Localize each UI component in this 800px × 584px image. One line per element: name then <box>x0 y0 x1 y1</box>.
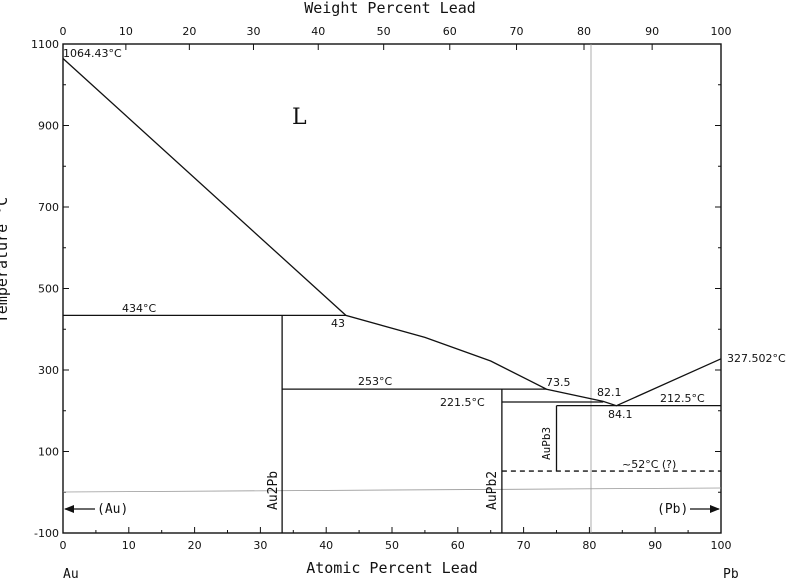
au-melting-point: 1064.43°C <box>63 47 122 60</box>
bottom-axis-title: Atomic Percent Lead <box>306 559 478 577</box>
comp-82: 82.1 <box>597 386 622 399</box>
wt-tick-label: 40 <box>311 25 325 38</box>
temp-221: 221.5°C <box>440 396 485 409</box>
x-tick-label: 80 <box>582 539 596 552</box>
x-tick-label: 60 <box>451 539 465 552</box>
y-tick-label: 300 <box>38 364 59 377</box>
x-tick-label: 0 <box>60 539 67 552</box>
wt-tick-label: 100 <box>711 25 732 38</box>
tick-marks <box>62 43 722 534</box>
wt-tick-label: 60 <box>443 25 457 38</box>
x-tick-label: 40 <box>319 539 333 552</box>
aupb3-label: AuPb3 <box>540 427 553 460</box>
wt-tick-label: 30 <box>246 25 260 38</box>
au2pb-label: Au2Pb <box>266 471 281 510</box>
wt-tick-label: 0 <box>60 25 67 38</box>
top-axis-title: Weight Percent Lead <box>304 0 476 17</box>
x-tick-label: 10 <box>122 539 136 552</box>
pb-solid-label: (Pb) <box>657 502 688 517</box>
wt-tick-label: 90 <box>645 25 659 38</box>
aupb2-label: AuPb2 <box>485 471 500 510</box>
y-tick-label: 500 <box>38 283 59 296</box>
left-endpoint-label: Au <box>63 567 79 582</box>
temp-253: 253°C <box>358 375 392 388</box>
x-tick-label: 70 <box>517 539 531 552</box>
x-tick-labels: 0 10 20 30 40 50 60 70 80 90 100 <box>60 539 732 552</box>
wt-tick-label: 70 <box>510 25 524 38</box>
x-tick-label: 90 <box>648 539 662 552</box>
y-tick-label: 900 <box>38 120 59 133</box>
wt-tick-label: 80 <box>577 25 591 38</box>
au-solid-label: (Au) <box>97 502 128 517</box>
comp-43: 43 <box>331 317 345 330</box>
temp-212: 212.5°C <box>660 392 705 405</box>
pb-arrow-head <box>710 505 720 513</box>
x-tick-label: 20 <box>188 539 202 552</box>
y-tick-label: 100 <box>38 446 59 459</box>
y-tick-label: -100 <box>34 527 59 540</box>
y-tick-label: 700 <box>38 201 59 214</box>
wt-tick-label: 10 <box>119 25 133 38</box>
comp-73: 73.5 <box>546 376 571 389</box>
x-tick-label: 50 <box>385 539 399 552</box>
x-tick-label: 30 <box>253 539 267 552</box>
y-tick-label: 1100 <box>31 38 59 51</box>
comp-84: 84.1 <box>608 408 633 421</box>
y-tick-labels: -100 100 300 500 700 900 1100 <box>31 38 59 540</box>
au-arrow-head <box>64 505 74 513</box>
pb-melting-point: 327.502°C <box>727 352 786 365</box>
x-tick-label: 100 <box>711 539 732 552</box>
wt-tick-label: 20 <box>182 25 196 38</box>
temp-434: 434°C <box>122 302 156 315</box>
y-axis-title: Temperature °C <box>0 197 11 323</box>
faint-horizontal-guide <box>62 487 722 493</box>
temp-52: ~52°C (?) <box>622 458 676 471</box>
phase-lines <box>62 58 722 533</box>
liquidus-curve <box>62 58 722 407</box>
liquid-label: L <box>292 105 307 130</box>
right-endpoint-label: Pb <box>723 567 739 582</box>
wt-tick-labels: 0 10 20 30 40 50 60 70 80 90 100 <box>60 25 732 38</box>
wt-tick-label: 50 <box>377 25 391 38</box>
